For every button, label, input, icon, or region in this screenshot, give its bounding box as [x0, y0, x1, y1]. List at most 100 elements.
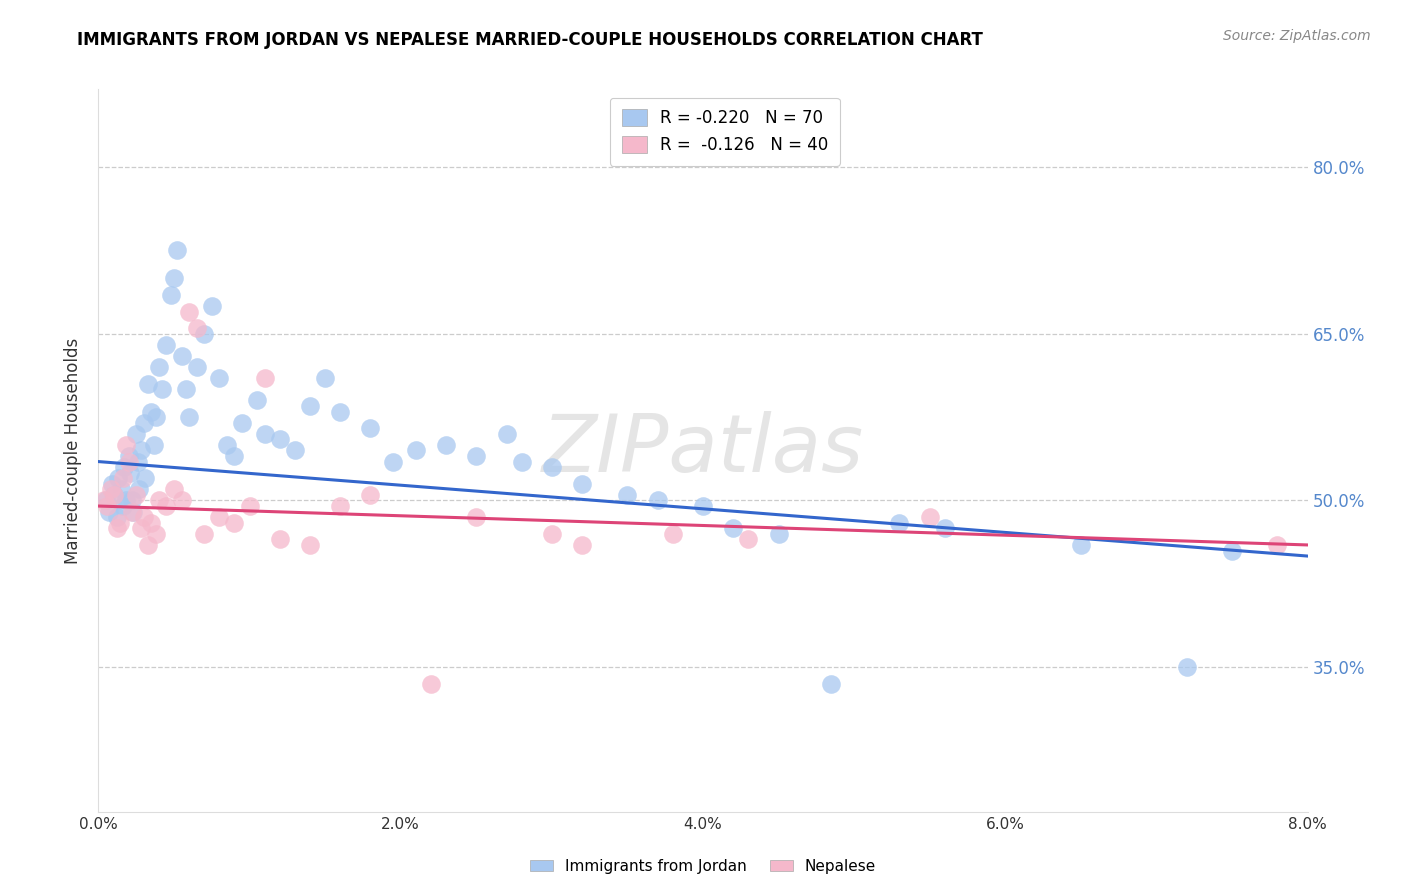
Point: [239, 499, 262, 513]
Point: [215, 438, 238, 452]
Point: [136, 538, 159, 552]
Point: [132, 510, 155, 524]
Point: [111, 499, 134, 513]
Point: [540, 460, 562, 475]
Text: ZIPatlas: ZIPatlas: [541, 411, 865, 490]
Point: [661, 526, 683, 541]
Point: [299, 538, 322, 552]
Point: [329, 499, 352, 513]
Point: [125, 488, 148, 502]
Point: [382, 454, 405, 468]
Point: [360, 488, 382, 502]
Point: [571, 538, 593, 552]
Point: [193, 526, 215, 541]
Point: [299, 399, 322, 413]
Point: [571, 476, 593, 491]
Point: [253, 426, 276, 441]
Point: [127, 454, 149, 468]
Point: [465, 449, 488, 463]
Point: [208, 510, 231, 524]
Point: [934, 521, 956, 535]
Point: [329, 404, 352, 418]
Point: [122, 505, 145, 519]
Point: [112, 460, 135, 475]
Point: [193, 326, 215, 341]
Point: [420, 677, 443, 691]
Point: [120, 466, 142, 480]
Point: [145, 526, 167, 541]
Point: [118, 454, 141, 468]
Point: [110, 483, 132, 497]
Point: [186, 321, 208, 335]
Point: [820, 677, 842, 691]
Point: [150, 382, 173, 396]
Point: [136, 376, 159, 391]
Point: [94, 493, 117, 508]
Point: [269, 433, 291, 447]
Point: [107, 471, 129, 485]
Point: [155, 499, 177, 513]
Point: [103, 488, 125, 502]
Point: [129, 521, 152, 535]
Point: [114, 438, 136, 452]
Point: [231, 416, 253, 430]
Point: [405, 443, 427, 458]
Point: [101, 476, 124, 491]
Point: [125, 426, 148, 441]
Point: [692, 499, 714, 513]
Point: [737, 533, 759, 547]
Point: [111, 471, 134, 485]
Point: [1175, 660, 1198, 674]
Point: [201, 299, 224, 313]
Point: [179, 410, 201, 425]
Point: [360, 421, 382, 435]
Point: [160, 288, 183, 302]
Point: [118, 449, 141, 463]
Point: [114, 493, 136, 508]
Point: [269, 533, 291, 547]
Point: [284, 443, 307, 458]
Point: [148, 493, 170, 508]
Point: [163, 483, 186, 497]
Point: [155, 338, 177, 352]
Point: [128, 483, 150, 497]
Point: [132, 416, 155, 430]
Point: [93, 493, 115, 508]
Point: [510, 454, 533, 468]
Point: [170, 349, 193, 363]
Point: [224, 449, 246, 463]
Point: [723, 521, 745, 535]
Point: [105, 521, 128, 535]
Point: [1267, 538, 1289, 552]
Point: [100, 483, 122, 497]
Point: [166, 244, 188, 258]
Point: [141, 516, 163, 530]
Point: [224, 516, 246, 530]
Point: [208, 371, 231, 385]
Point: [145, 410, 167, 425]
Point: [434, 438, 457, 452]
Point: [141, 404, 163, 418]
Point: [186, 360, 208, 375]
Point: [1220, 543, 1243, 558]
Point: [889, 516, 911, 530]
Point: [647, 493, 669, 508]
Point: [179, 304, 201, 318]
Point: [616, 488, 638, 502]
Y-axis label: Married-couple Households: Married-couple Households: [65, 337, 83, 564]
Point: [96, 499, 118, 513]
Point: [105, 510, 128, 524]
Point: [108, 516, 131, 530]
Legend: R = -0.220   N = 70, R =  -0.126   N = 40: R = -0.220 N = 70, R = -0.126 N = 40: [610, 97, 839, 166]
Point: [170, 493, 193, 508]
Point: [768, 526, 790, 541]
Point: [148, 360, 170, 375]
Point: [495, 426, 517, 441]
Point: [540, 526, 562, 541]
Point: [129, 443, 152, 458]
Point: [314, 371, 336, 385]
Point: [174, 382, 197, 396]
Point: [253, 371, 276, 385]
Point: [143, 438, 166, 452]
Legend: Immigrants from Jordan, Nepalese: Immigrants from Jordan, Nepalese: [524, 853, 882, 880]
